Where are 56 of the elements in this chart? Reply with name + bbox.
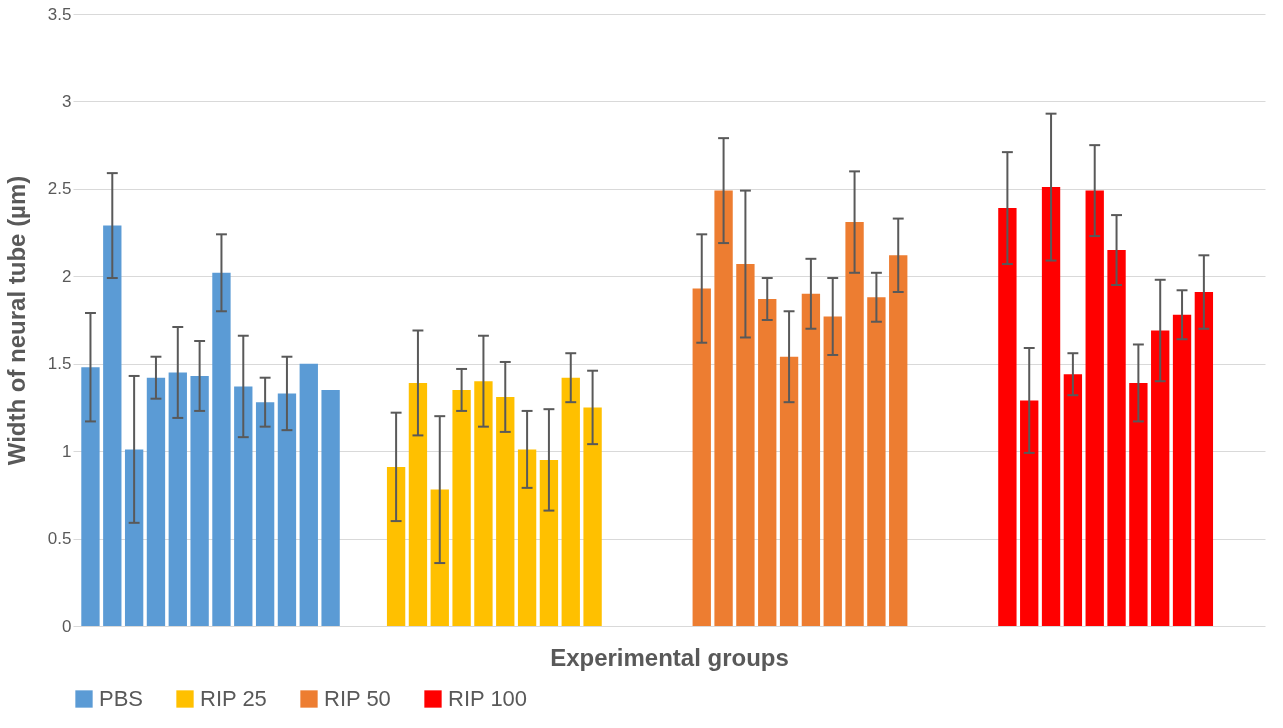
bar <box>299 363 318 626</box>
bar <box>234 386 253 626</box>
x-axis-title: Experimental groups <box>550 643 789 671</box>
legend-label: RIP 25 <box>200 686 267 711</box>
bar <box>758 299 777 626</box>
bar <box>583 407 602 626</box>
bar <box>867 297 886 626</box>
bar <box>1151 330 1170 626</box>
bar <box>801 293 821 626</box>
y-tick-label: 1.5 <box>47 354 72 374</box>
y-tick-label: 3.5 <box>47 4 72 24</box>
bar <box>845 222 864 626</box>
bar <box>1020 400 1039 626</box>
bar <box>1107 250 1126 626</box>
bar <box>474 381 493 626</box>
bar <box>408 382 428 626</box>
bar <box>1129 382 1148 626</box>
bar <box>736 264 755 626</box>
bar <box>1194 292 1214 626</box>
bar <box>889 255 908 626</box>
bar <box>103 225 122 626</box>
bar <box>168 372 187 626</box>
legend-label: RIP 50 <box>324 686 391 711</box>
bar <box>1172 314 1192 626</box>
bar <box>1041 187 1061 626</box>
bar <box>255 402 275 626</box>
bar <box>692 288 711 626</box>
bar <box>146 377 166 626</box>
bar <box>452 389 471 626</box>
bar <box>496 396 515 626</box>
bar <box>277 393 297 626</box>
y-tick-label: 2.5 <box>47 179 72 199</box>
bar <box>321 389 340 626</box>
legend-label: RIP 100 <box>448 686 528 711</box>
bar <box>212 272 231 626</box>
bar <box>1085 190 1104 626</box>
bar <box>539 459 559 626</box>
bar <box>81 367 100 626</box>
legend-label: PBS <box>99 686 144 711</box>
y-tick-label: 0 <box>62 616 72 636</box>
bar <box>190 375 209 626</box>
y-tick-label: 3 <box>62 91 72 111</box>
bar <box>561 377 580 626</box>
bar <box>998 208 1017 626</box>
bar <box>823 316 842 626</box>
bar <box>124 449 144 626</box>
bar <box>386 466 406 626</box>
bar <box>779 356 799 626</box>
bar <box>714 190 733 626</box>
bar <box>517 449 537 626</box>
y-tick-label: 1 <box>62 441 72 461</box>
bar <box>1063 374 1083 626</box>
y-tick-label: 2 <box>62 266 72 286</box>
y-axis-title: Width of neural tube (µm) <box>2 175 30 466</box>
y-tick-label: 0.5 <box>47 529 72 549</box>
bar <box>430 489 449 626</box>
